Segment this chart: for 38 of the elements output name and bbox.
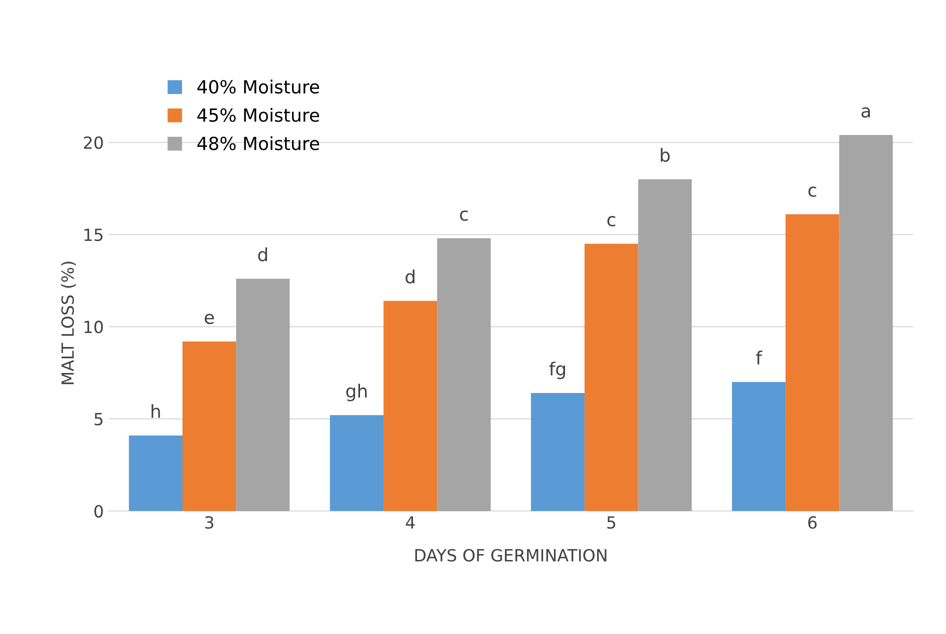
y-tick-label: 0 [94, 504, 103, 518]
bar [638, 179, 692, 512]
data-label: f [756, 350, 762, 364]
bar [384, 300, 438, 512]
data-label: gh [346, 384, 367, 402]
data-label: e [204, 314, 214, 324]
bar [839, 135, 893, 512]
bar [584, 244, 638, 512]
data-label: h [152, 404, 160, 418]
y-tick-label: 15 [84, 228, 102, 242]
bar [786, 214, 840, 512]
x-tick-label: 6 [808, 516, 817, 529]
data-label: c [460, 210, 468, 221]
y-tick-label: 20 [84, 136, 103, 149]
x-tick-label: 3 [205, 516, 214, 529]
data-label: fg [549, 362, 566, 380]
x-tick-label: 5 [607, 516, 616, 529]
bar [236, 278, 290, 512]
data-label: b [660, 148, 670, 162]
bar [182, 341, 236, 512]
bar [437, 238, 491, 512]
legend-label: 40% Moisture [197, 80, 320, 94]
legend-label: 48% Moisture [197, 136, 320, 150]
bar [530, 393, 585, 512]
data-label: c [607, 216, 616, 226]
x-axis-title: DAYS OF GERMINATION [415, 548, 606, 562]
y-tick-label: 5 [94, 413, 102, 426]
bar [732, 382, 786, 512]
data-label: c [808, 186, 816, 197]
x-tick-label: 4 [406, 516, 415, 529]
y-axis-title: MALT LOSS (%) [61, 262, 76, 384]
data-label: d [406, 270, 414, 284]
data-label: d [258, 247, 267, 262]
legend-label: 45% Moisture [197, 108, 320, 122]
y-tick-label: 10 [84, 320, 103, 334]
bar [128, 435, 182, 512]
data-label: a [862, 107, 870, 118]
bar [330, 415, 384, 512]
